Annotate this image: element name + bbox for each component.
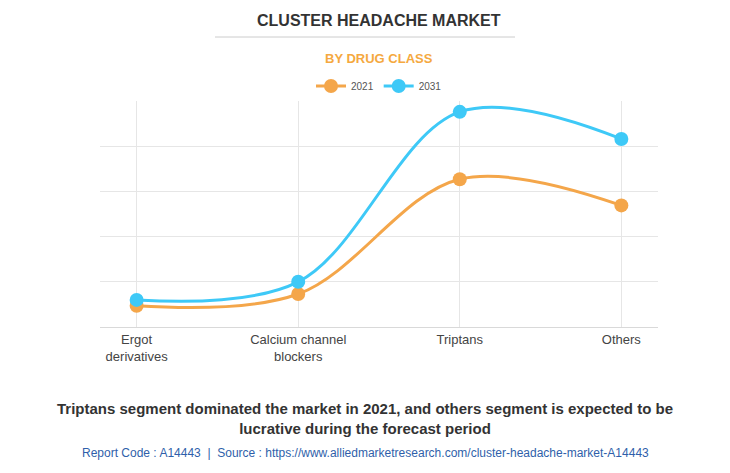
svg-text:Others: Others xyxy=(602,332,642,347)
svg-text:Triptans: Triptans xyxy=(437,332,484,347)
svg-text:BY DRUG CLASS: BY DRUG CLASS xyxy=(325,51,433,66)
svg-text:CLUSTER HEADACHE MARKET: CLUSTER HEADACHE MARKET xyxy=(257,12,501,29)
svg-text:2031: 2031 xyxy=(419,81,442,92)
svg-text:Ergotderivatives: Ergotderivatives xyxy=(106,332,169,364)
svg-text:2021: 2021 xyxy=(351,81,374,92)
svg-text:Report Code : A14443 | Sourc: Report Code : A14443 | Source : https://… xyxy=(82,446,649,460)
svg-text:Triptans segment dominated the: Triptans segment dominated the market in… xyxy=(57,400,673,437)
svg-text:Calcium channelblockers: Calcium channelblockers xyxy=(250,332,346,364)
